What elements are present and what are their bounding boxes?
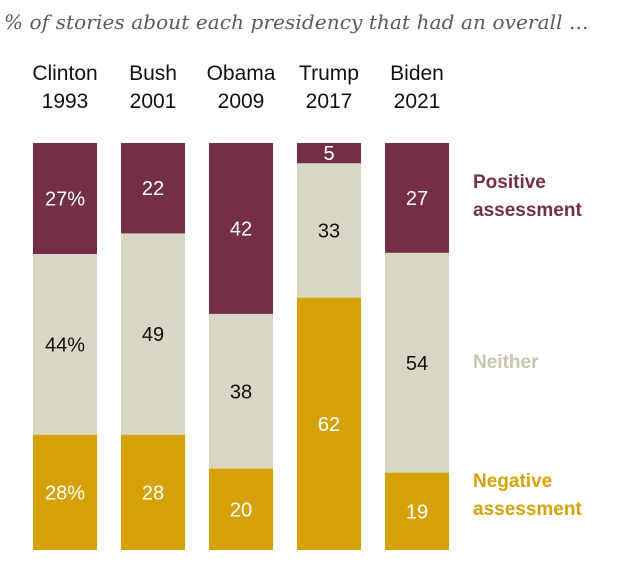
value-label-biden-neither: 54: [406, 353, 428, 375]
value-label-biden-negative: 19: [406, 501, 428, 523]
category-label-trump: Trump: [299, 62, 359, 85]
bar-segment-trump-negative: [297, 297, 361, 550]
bar-segment-trump-positive: [297, 143, 361, 164]
category-year-bush: 2001: [130, 90, 177, 113]
legend-positive-line-2: assessment: [473, 200, 582, 221]
bar-segment-bush-positive: [121, 143, 185, 234]
bar-segment-obama-negative: [209, 468, 273, 550]
value-label-trump-positive: 5: [323, 143, 334, 165]
bar-segment-clinton-positive: [33, 143, 97, 254]
value-label-trump-negative: 62: [318, 414, 340, 436]
value-label-bush-positive: 22: [142, 178, 164, 200]
category-label-obama: Obama: [207, 62, 276, 85]
value-label-clinton-negative: 28%: [45, 482, 85, 504]
bar-segment-clinton-negative: [33, 434, 97, 550]
category-label-bush: Bush: [129, 62, 177, 85]
value-label-trump-neither: 33: [318, 221, 340, 243]
bar-segment-clinton-neither: [33, 254, 97, 435]
legend-neither-line-1: Neither: [473, 352, 539, 373]
bar-segment-biden-negative: [385, 472, 449, 550]
value-label-bush-negative: 28: [142, 482, 164, 504]
category-label-biden: Biden: [390, 62, 444, 85]
value-label-obama-positive: 42: [230, 218, 252, 240]
value-label-clinton-positive: 27%: [45, 189, 85, 211]
bar-segment-biden-positive: [385, 143, 449, 253]
bar-segment-biden-neither: [385, 252, 449, 473]
bar-segment-bush-negative: [121, 434, 185, 550]
chart-subtitle: % of stories about each presidency that …: [4, 10, 589, 34]
bar-segment-obama-neither: [209, 313, 273, 469]
bar-segment-bush-neither: [121, 233, 185, 435]
category-year-biden: 2021: [394, 90, 441, 113]
value-label-clinton-neither: 44%: [45, 334, 85, 356]
category-label-clinton: Clinton: [32, 62, 97, 85]
category-year-clinton: 1993: [42, 90, 89, 113]
category-year-obama: 2009: [218, 90, 265, 113]
value-label-obama-neither: 38: [230, 381, 252, 403]
bar-segment-obama-positive: [209, 143, 273, 314]
value-label-bush-neither: 49: [142, 324, 164, 346]
category-year-trump: 2017: [306, 90, 353, 113]
bar-segment-trump-neither: [297, 163, 361, 298]
legend-negative-line-2: assessment: [473, 499, 582, 520]
value-label-biden-positive: 27: [406, 188, 428, 210]
legend-positive-line-1: Positive: [473, 172, 546, 193]
value-label-obama-negative: 20: [230, 499, 252, 521]
legend-negative-line-1: Negative: [473, 471, 552, 492]
